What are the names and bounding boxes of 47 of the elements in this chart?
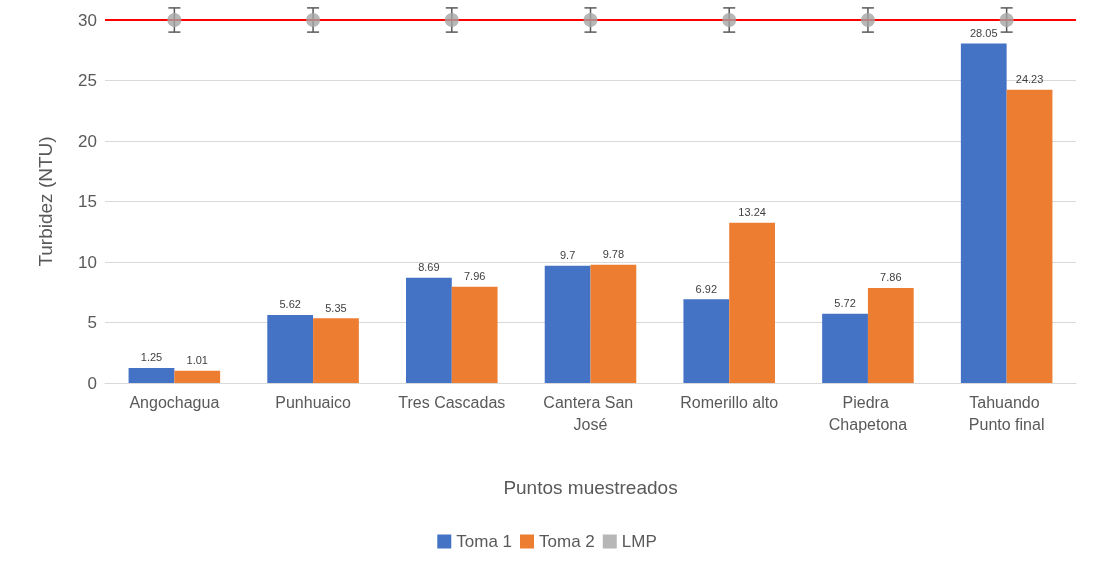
bar (544, 265, 591, 383)
data-label: 1.01 (186, 354, 208, 367)
bar (174, 370, 221, 383)
bar (590, 264, 637, 383)
bar (822, 313, 868, 383)
y-axis-title: Turbidez (NTU) (35, 136, 56, 267)
legend-label: LMP (621, 532, 657, 551)
data-label: 8.69 (418, 261, 440, 274)
data-label: 1.25 (140, 351, 163, 364)
legend-label: Toma 2 (539, 532, 595, 551)
bar (960, 43, 1007, 383)
data-label: 7.96 (463, 270, 486, 283)
data-label: 5.35 (325, 301, 347, 314)
x-tick-label: Piedra Chapetona (828, 393, 908, 433)
x-tick-label: Tres Cascadas (398, 393, 506, 411)
y-tick-label: 25 (78, 71, 97, 90)
bar (451, 286, 498, 383)
bar (128, 367, 175, 383)
bar (267, 315, 314, 383)
legend-label: Toma 1 (456, 532, 513, 551)
x-tick-label: Romerillo alto (680, 393, 779, 411)
bar (867, 287, 914, 383)
data-label: 9.7 (559, 249, 576, 262)
x-tick-label: Tahuando Punto final (968, 393, 1045, 433)
data-label: 9.78 (602, 248, 625, 261)
x-tick-label: Angochagua (129, 393, 220, 411)
bar (683, 299, 730, 383)
y-tick-label: 20 (78, 131, 97, 151)
bar (729, 222, 775, 383)
data-label: 5.72 (834, 297, 856, 310)
x-axis-title: Puntos muestreados (503, 477, 678, 498)
y-tick-label: 10 (78, 252, 97, 272)
y-tick-label: 5 (87, 313, 97, 332)
x-tick-label: Punhuaico (275, 393, 351, 411)
y-tick-label: 30 (78, 10, 97, 30)
y-tick-label: 15 (78, 192, 97, 211)
x-tick-label: Cantera San José (543, 393, 638, 433)
bar (1006, 89, 1053, 383)
data-label: 24.23 (1015, 73, 1044, 86)
bar (406, 277, 452, 383)
data-label: 6.92 (695, 282, 718, 295)
y-tick-label: 0 (87, 373, 97, 393)
bar (313, 318, 359, 383)
data-label: 28.05 (969, 27, 998, 40)
data-label: 7.86 (880, 271, 902, 284)
data-label: 13.24 (738, 206, 766, 219)
data-label: 5.62 (279, 298, 301, 311)
